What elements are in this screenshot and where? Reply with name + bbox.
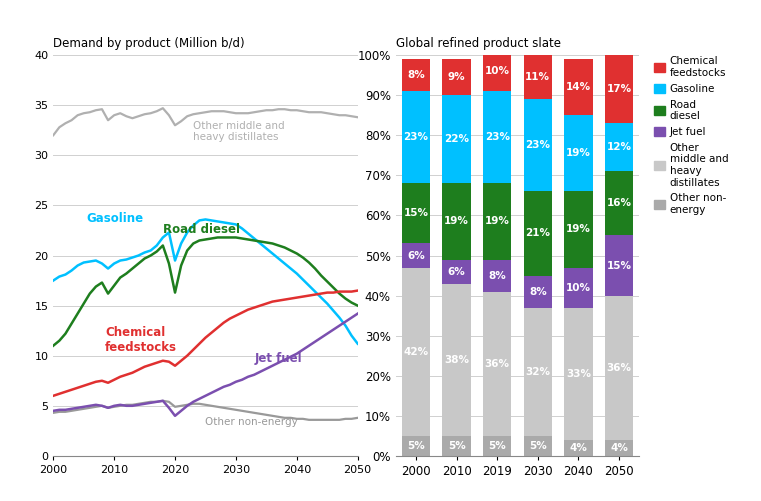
Text: 6%: 6% — [447, 267, 466, 277]
Text: 23%: 23% — [525, 140, 550, 150]
Text: 11%: 11% — [525, 72, 550, 82]
Text: 19%: 19% — [566, 148, 591, 158]
Bar — [442, 183, 471, 260]
Bar — [483, 183, 511, 260]
Text: 21%: 21% — [525, 228, 550, 238]
Bar — [524, 308, 552, 436]
Text: 15%: 15% — [403, 208, 428, 218]
Text: 12%: 12% — [607, 142, 632, 152]
Bar — [483, 51, 511, 91]
Bar — [402, 268, 430, 436]
Text: 42%: 42% — [403, 347, 428, 357]
Bar — [442, 59, 471, 95]
Text: 15%: 15% — [607, 261, 632, 271]
Bar — [605, 171, 633, 235]
Bar — [605, 296, 633, 440]
Bar — [605, 235, 633, 296]
Bar — [524, 191, 552, 276]
Text: 19%: 19% — [566, 224, 591, 234]
Text: 10%: 10% — [566, 283, 591, 293]
Bar — [564, 440, 593, 456]
Text: 32%: 32% — [525, 367, 550, 377]
Bar — [524, 99, 552, 191]
Legend: Chemical
feedstocks, Gasoline, Road
diesel, Jet fuel, Other
middle and
heavy
dis: Chemical feedstocks, Gasoline, Road dies… — [654, 56, 728, 215]
Text: 38%: 38% — [444, 355, 469, 365]
Text: 8%: 8% — [407, 70, 425, 80]
Bar — [402, 59, 430, 91]
Bar — [524, 436, 552, 456]
Bar — [564, 268, 593, 308]
Text: 36%: 36% — [607, 363, 632, 373]
Text: 5%: 5% — [489, 441, 506, 451]
Bar — [402, 183, 430, 243]
Text: 9%: 9% — [447, 72, 466, 82]
Text: 22%: 22% — [444, 134, 469, 144]
Text: Other middle and
heavy distillates: Other middle and heavy distillates — [193, 121, 285, 142]
Text: Other non-energy: Other non-energy — [205, 417, 298, 427]
Bar — [564, 191, 593, 268]
Bar — [524, 55, 552, 99]
Text: 8%: 8% — [489, 271, 506, 281]
Text: Gasoline: Gasoline — [87, 212, 144, 225]
Text: Road diesel: Road diesel — [163, 223, 240, 236]
Bar — [605, 55, 633, 123]
Bar — [442, 260, 471, 284]
Text: 23%: 23% — [403, 132, 428, 142]
Bar — [442, 284, 471, 436]
Text: Chemical
feedstocks: Chemical feedstocks — [105, 326, 177, 354]
Bar — [402, 91, 430, 183]
Bar — [442, 436, 471, 456]
Text: 5%: 5% — [447, 441, 466, 451]
Bar — [442, 95, 471, 183]
Bar — [402, 243, 430, 268]
Text: 17%: 17% — [607, 84, 632, 94]
Text: 4%: 4% — [610, 443, 628, 453]
Bar — [402, 436, 430, 456]
Text: Global refined product slate: Global refined product slate — [396, 37, 561, 50]
Bar — [605, 440, 633, 456]
Text: 5%: 5% — [529, 441, 546, 451]
Bar — [564, 308, 593, 440]
Bar — [564, 59, 593, 115]
Text: 23%: 23% — [485, 132, 510, 142]
Text: 14%: 14% — [565, 82, 591, 92]
Bar — [483, 292, 511, 436]
Text: Demand by product (Million b/d): Demand by product (Million b/d) — [53, 37, 245, 50]
Text: 10%: 10% — [485, 66, 510, 76]
Bar — [483, 91, 511, 183]
Bar — [483, 436, 511, 456]
Text: 33%: 33% — [566, 369, 591, 379]
Text: 19%: 19% — [444, 216, 469, 226]
Bar — [564, 115, 593, 191]
Bar — [524, 276, 552, 308]
Text: Jet fuel: Jet fuel — [254, 352, 302, 365]
Text: 4%: 4% — [569, 443, 587, 453]
Bar — [483, 260, 511, 292]
Bar — [605, 123, 633, 171]
Text: 19%: 19% — [485, 216, 510, 226]
Text: 8%: 8% — [529, 287, 546, 297]
Text: 6%: 6% — [407, 250, 425, 261]
Text: 5%: 5% — [407, 441, 425, 451]
Text: 36%: 36% — [485, 359, 510, 369]
Text: 16%: 16% — [607, 198, 632, 208]
